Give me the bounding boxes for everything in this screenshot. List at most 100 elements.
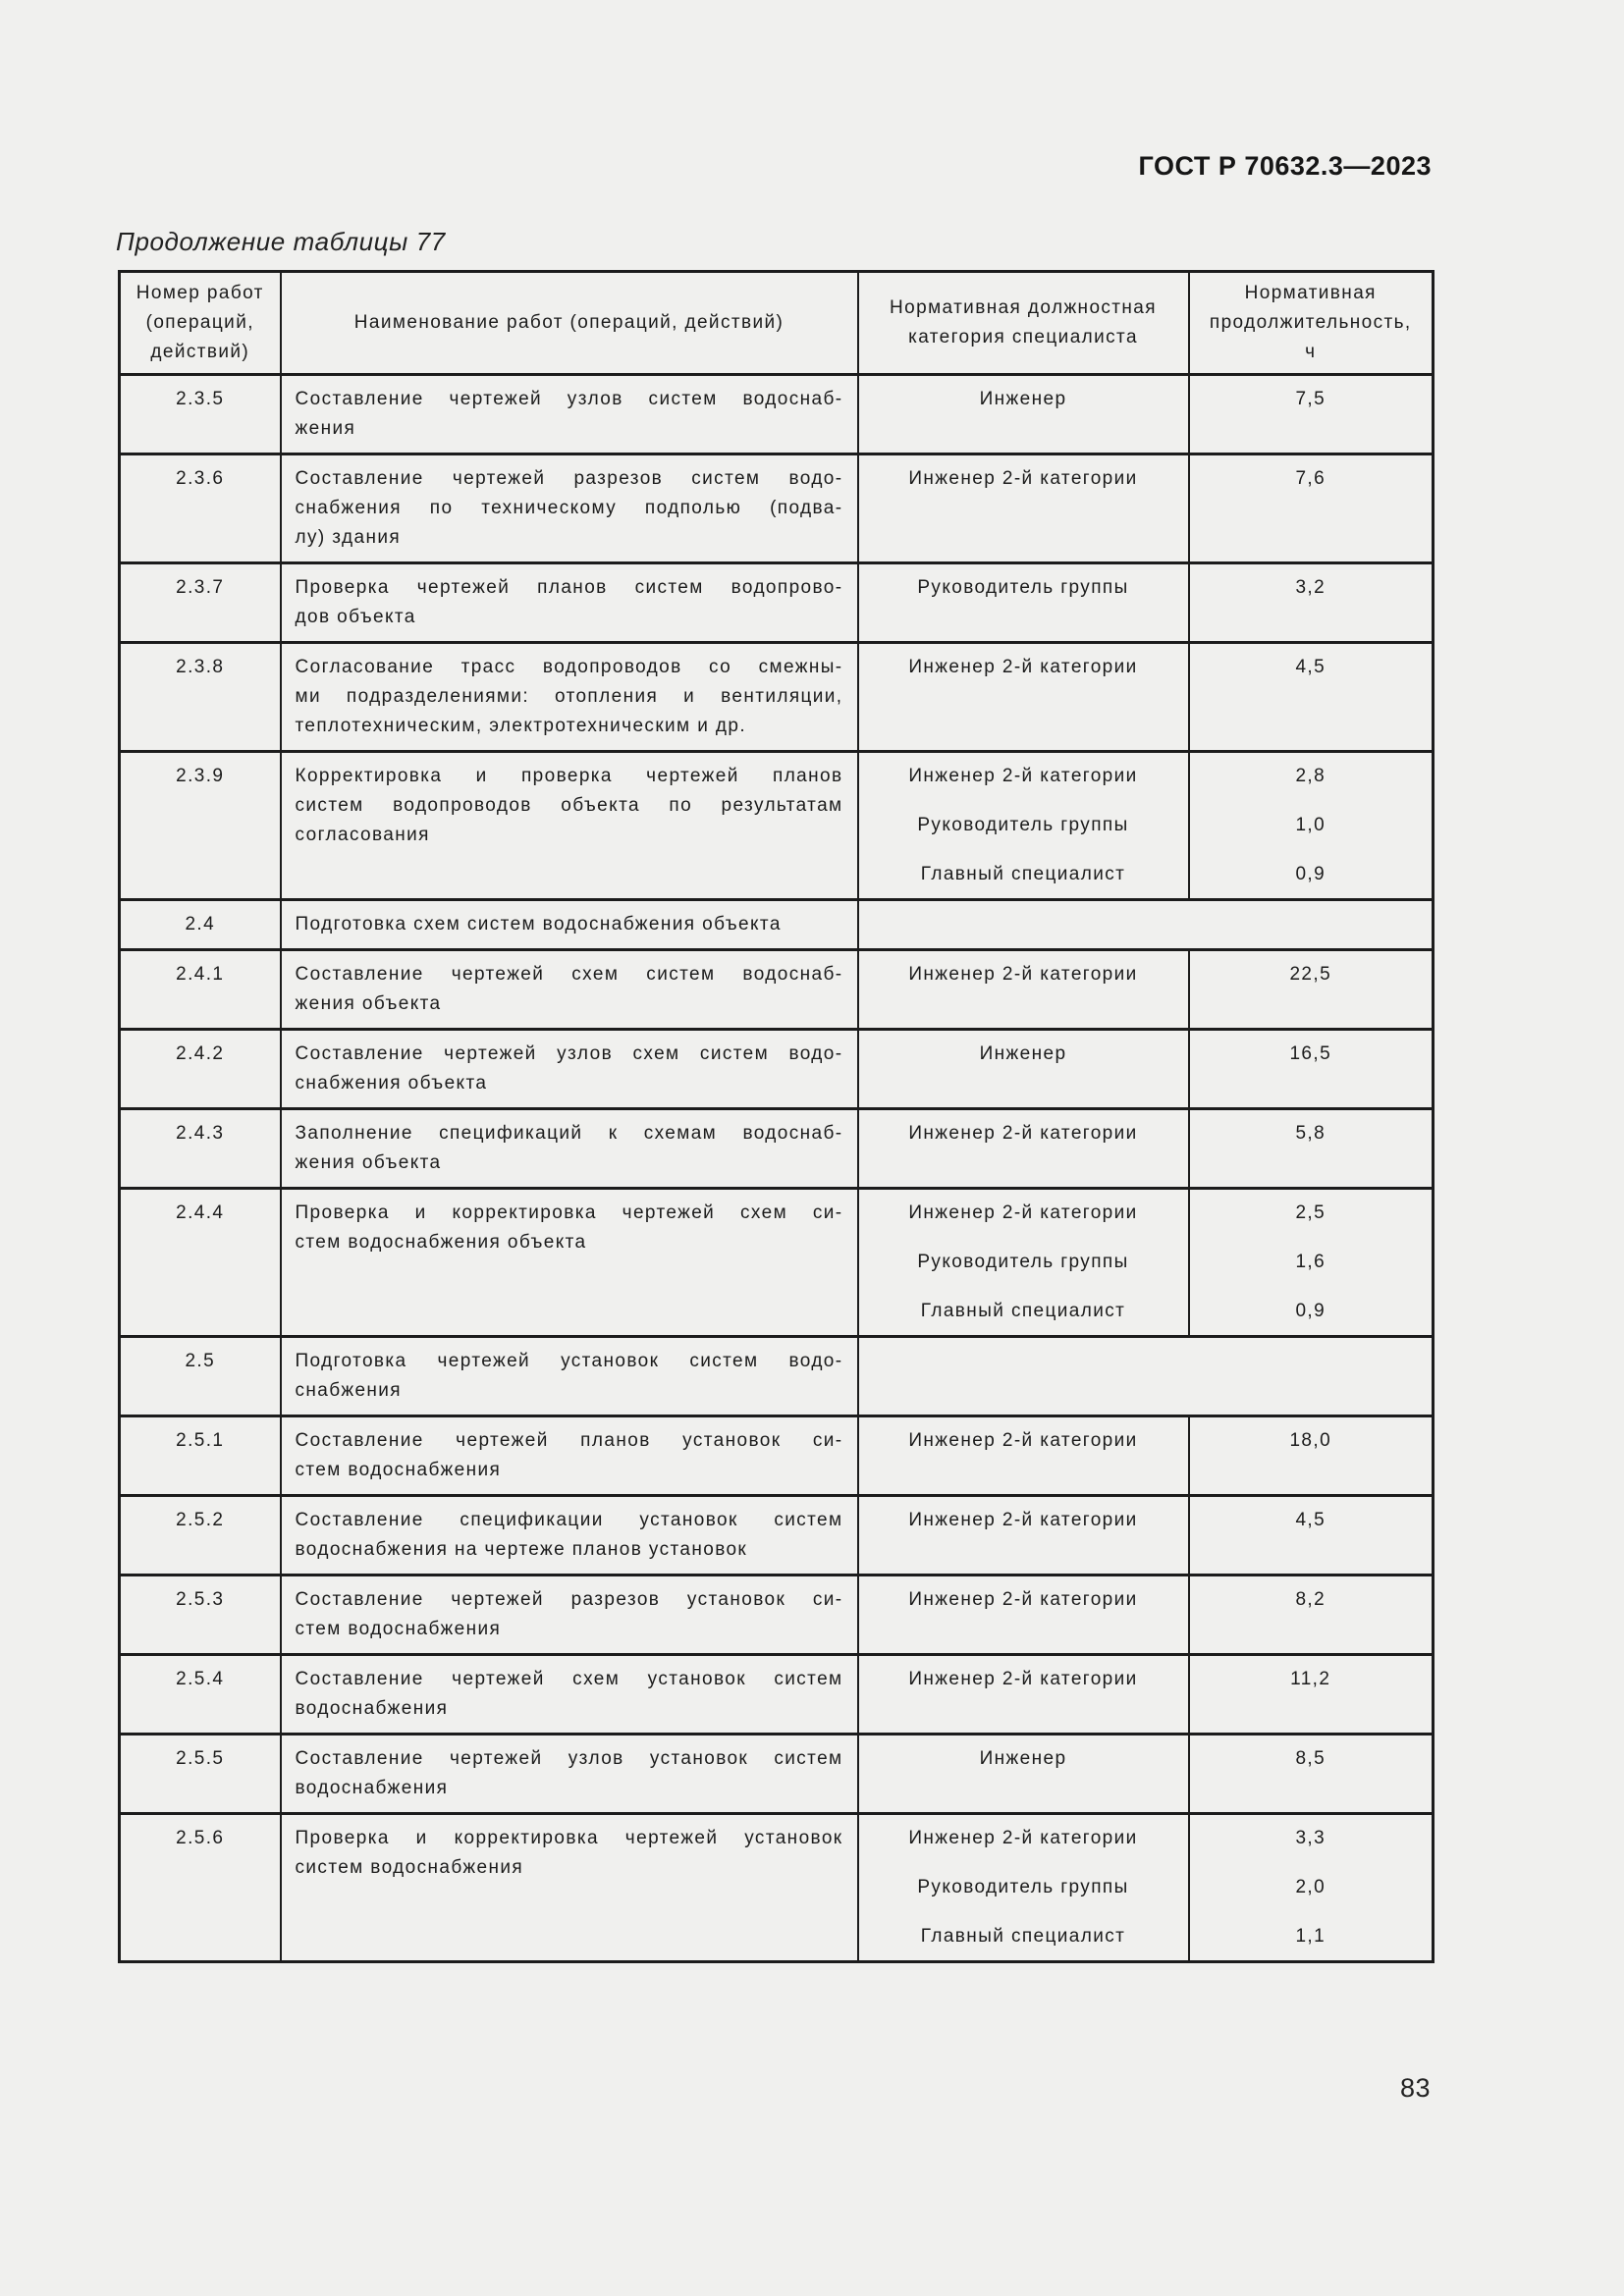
- category-entry: Инженер 2-й категории: [908, 468, 1138, 489]
- category-entry: Руководитель группы: [917, 577, 1129, 598]
- header-work-number: Номер работ (операций, действий): [118, 270, 282, 376]
- table-row: 2.3.8 Согласование трасс водопроводов со …: [118, 641, 1435, 753]
- table-row: 2.5 Подготовка чертежей установок систем …: [118, 1335, 1435, 1417]
- hours-cell: 3,2: [1187, 561, 1435, 644]
- table-row: 2.5.5 Составление чертежей узлов установо…: [118, 1733, 1435, 1815]
- hours-entry: 8,5: [1295, 1748, 1326, 1769]
- doc-code: ГОСТ Р 70632.3—2023: [1138, 151, 1432, 181]
- category-entry: Инженер 2-й категории: [908, 657, 1138, 677]
- work-number-cell: 2.3.8: [118, 641, 282, 753]
- hours-entry: 8,2: [1295, 1589, 1326, 1610]
- category-entry: Инженер 2-й категории: [908, 964, 1138, 985]
- table-row: 2.4.3 Заполнение спецификаций к схемам во…: [118, 1107, 1435, 1190]
- table-caption: Продолжение таблицы 77: [116, 227, 446, 256]
- hours-cell: 8,5: [1187, 1733, 1435, 1815]
- work-number-cell: 2.5.6: [118, 1812, 282, 1963]
- hours-entry: 0,9: [1295, 864, 1326, 884]
- name-line: теплотехническим, электротехническим и д…: [295, 716, 747, 736]
- work-name-cell: Заполнение спецификаций к схемам водосна…: [279, 1107, 859, 1190]
- category-cell: Инженер: [856, 1733, 1190, 1815]
- category-entry: Инженер 2-й категории: [908, 1202, 1138, 1223]
- name-line: Заполнение спецификаций к схемам водосна…: [295, 1123, 843, 1144]
- category-entry: Инженер 2-й категории: [908, 1123, 1138, 1144]
- name-line: жения объекта: [295, 1152, 442, 1173]
- work-number-cell: 2.5: [118, 1335, 282, 1417]
- category-entry: Руководитель группы: [917, 1252, 1129, 1272]
- hours-entry: 1,1: [1295, 1926, 1326, 1947]
- category-cell: Инженер 2-й категории Руководитель группы…: [856, 1812, 1190, 1963]
- work-number-cell: 2.4.3: [118, 1107, 282, 1190]
- hours-cell: 16,5: [1187, 1028, 1435, 1110]
- hours-entry: 1,6: [1295, 1252, 1326, 1272]
- name-line: стем водоснабжения: [295, 1619, 502, 1639]
- category-cell: Инженер: [856, 1028, 1190, 1110]
- name-line: ми подразделениями: отопления и вентиляц…: [295, 686, 843, 707]
- work-number-cell: 2.5.2: [118, 1494, 282, 1576]
- category-cell: Инженер 2-й категории: [856, 1653, 1190, 1735]
- work-number-cell: 2.3.7: [118, 561, 282, 644]
- name-line: стем водоснабжения: [295, 1460, 502, 1480]
- hours-entry: 7,5: [1295, 389, 1326, 409]
- work-number-cell: 2.3.6: [118, 453, 282, 564]
- table-row: 2.4.2 Составление чертежей узлов схем сис…: [118, 1028, 1435, 1110]
- work-number-cell: 2.5.3: [118, 1574, 282, 1656]
- name-line: Составление спецификации установок систе…: [295, 1510, 843, 1530]
- work-name-cell: Составление чертежей планов установок си…: [279, 1415, 859, 1497]
- table-row: 2.3.5 Составление чертежей узлов систем в…: [118, 373, 1435, 455]
- work-number-cell: 2.3.5: [118, 373, 282, 455]
- category-entry: Инженер: [979, 1043, 1067, 1064]
- work-number-cell: 2.4: [118, 898, 282, 951]
- work-number-cell: 2.3.9: [118, 750, 282, 901]
- work-name-cell: Составление чертежей узлов установок сис…: [279, 1733, 859, 1815]
- work-number-cell: 2.4.2: [118, 1028, 282, 1110]
- hours-cell: 22,5: [1187, 948, 1435, 1031]
- name-line: систем водопроводов объекта по результат…: [295, 795, 843, 816]
- name-line: согласования: [295, 825, 430, 845]
- name-line: Составление чертежей узлов схем систем в…: [295, 1043, 843, 1064]
- hours-cell: 4,5: [1187, 1494, 1435, 1576]
- hours-entry: 3,3: [1295, 1828, 1326, 1848]
- category-cell: Инженер 2-й категории: [856, 1494, 1190, 1576]
- hours-entry: 5,8: [1295, 1123, 1326, 1144]
- work-name-cell: Проверка и корректировка чертежей схем с…: [279, 1187, 859, 1338]
- hours-cell: 2,8 1,0 0,9: [1187, 750, 1435, 901]
- category-entry: Инженер 2-й категории: [908, 1510, 1138, 1530]
- category-cell: Инженер 2-й категории: [856, 641, 1190, 753]
- worktime-table: Номер работ (операций, действий) Наимено…: [118, 270, 1435, 1963]
- category-entry: Инженер 2-й категории: [908, 766, 1138, 786]
- category-entry: Руководитель группы: [917, 1877, 1129, 1897]
- name-line: Составление чертежей планов установок си…: [295, 1430, 843, 1451]
- category-entry: Инженер 2-й категории: [908, 1669, 1138, 1689]
- hours-entry: 4,5: [1295, 657, 1326, 677]
- category-cell: Инженер 2-й категории: [856, 1107, 1190, 1190]
- name-line: жения: [295, 418, 356, 439]
- category-entry: Инженер: [979, 1748, 1067, 1769]
- name-line: Составление чертежей узлов установок сис…: [295, 1748, 843, 1769]
- table-row: 2.5.2 Составление спецификации установок …: [118, 1494, 1435, 1576]
- name-line: Составление чертежей разрезов установок …: [295, 1589, 843, 1610]
- hours-entry: 7,6: [1295, 468, 1326, 489]
- category-entry: Инженер 2-й категории: [908, 1828, 1138, 1848]
- name-line: Корректировка и проверка чертежей планов: [295, 766, 843, 786]
- work-name-cell: Составление чертежей узлов систем водосн…: [279, 373, 859, 455]
- work-name-cell: Составление спецификации установок систе…: [279, 1494, 859, 1576]
- hours-entry: 4,5: [1295, 1510, 1326, 1530]
- name-line: Проверка чертежей планов систем водопров…: [295, 577, 843, 598]
- hours-entry: 16,5: [1289, 1043, 1332, 1064]
- hours-entry: 2,8: [1295, 766, 1326, 786]
- work-name-cell: Подготовка схем систем водоснабжения объ…: [279, 898, 859, 951]
- work-name-cell: Составление чертежей разрезов систем вод…: [279, 453, 859, 564]
- name-line: систем водоснабжения: [295, 1857, 524, 1878]
- work-name-cell: Составление чертежей разрезов установок …: [279, 1574, 859, 1656]
- name-line: Проверка и корректировка чертежей схем с…: [295, 1202, 843, 1223]
- name-line: Составление чертежей узлов систем водосн…: [295, 389, 843, 409]
- work-name-cell: Проверка и корректировка чертежей устано…: [279, 1812, 859, 1963]
- work-number-cell: 2.4.4: [118, 1187, 282, 1338]
- name-line: Составление чертежей схем установок сист…: [295, 1669, 843, 1689]
- work-name-cell: Составление чертежей схем установок сист…: [279, 1653, 859, 1735]
- hours-cell: 11,2: [1187, 1653, 1435, 1735]
- hours-cell: 2,5 1,6 0,9: [1187, 1187, 1435, 1338]
- category-entry: Руководитель группы: [917, 815, 1129, 835]
- name-line: снабжения: [295, 1380, 402, 1401]
- category-entry: Главный специалист: [920, 864, 1126, 884]
